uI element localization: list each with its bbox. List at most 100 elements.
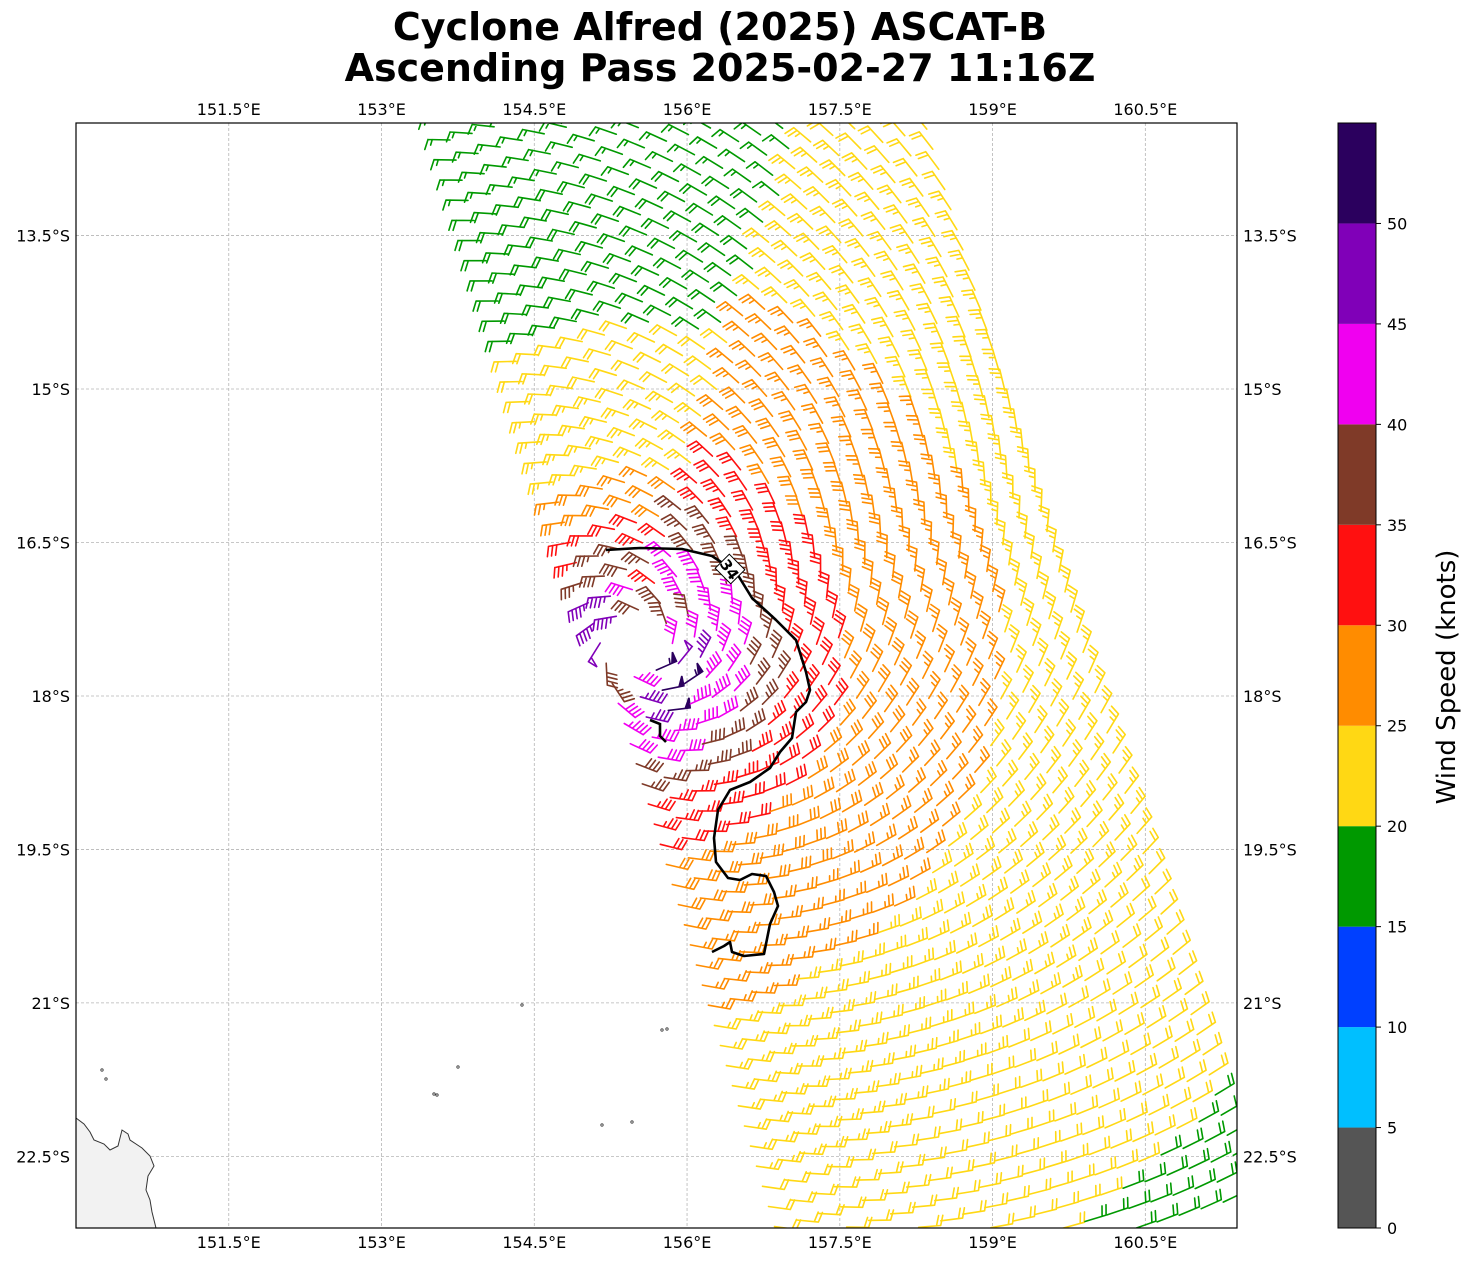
wind-barb <box>554 494 581 506</box>
wind-barb <box>896 243 920 264</box>
wind-barb <box>683 355 712 370</box>
wind-barb <box>645 709 674 723</box>
wind-barb <box>687 289 716 303</box>
wind-barb <box>687 849 716 862</box>
wind-barb <box>799 1143 827 1156</box>
wind-barb <box>596 233 626 245</box>
wind-barb <box>833 1176 861 1188</box>
wind-barb <box>838 499 854 525</box>
wind-barb <box>779 742 801 766</box>
wind-barb <box>942 446 958 472</box>
wind-barb <box>641 778 670 792</box>
wind-barb <box>1018 732 1033 760</box>
wind-barb <box>1032 862 1052 888</box>
wind-barb <box>855 1168 883 1181</box>
wind-barb <box>829 747 849 773</box>
wind-barb <box>689 938 718 950</box>
wind-barb <box>716 301 744 317</box>
wind-barb <box>962 953 984 974</box>
wind-barb <box>670 467 698 484</box>
wind-barb <box>800 403 824 424</box>
wind-barb <box>767 305 794 324</box>
wind-barb <box>929 342 950 365</box>
wind-barb <box>1023 531 1035 559</box>
wind-barb <box>1058 786 1075 814</box>
wind-barb <box>803 1075 831 1087</box>
lon-tick-top: 151.5°E <box>197 100 261 119</box>
wind-barb <box>1010 1116 1033 1135</box>
wind-barb <box>1160 888 1179 915</box>
wind-barb <box>990 718 1005 747</box>
wind-barb <box>950 597 962 626</box>
wind-barb <box>582 348 612 360</box>
wind-barb <box>860 493 876 518</box>
wind-barb <box>735 760 759 779</box>
wind-barb <box>550 161 579 172</box>
wind-barb <box>769 456 792 478</box>
wind-barb <box>775 814 799 833</box>
wind-barb <box>640 217 670 229</box>
wind-barb <box>775 1062 803 1075</box>
wind-barb <box>644 151 674 163</box>
wind-barb <box>633 672 662 687</box>
wind-barb <box>817 570 830 599</box>
lon-tick-top: 154.5°E <box>502 100 566 119</box>
wind-barb <box>791 784 814 806</box>
wind-barb <box>1166 909 1185 935</box>
wind-barb <box>941 229 964 251</box>
wind-barb <box>1000 671 1013 700</box>
wind-barb <box>780 193 808 210</box>
wind-barb <box>1174 1018 1195 1042</box>
island <box>665 1027 669 1031</box>
wind-barb <box>741 1030 770 1042</box>
wind-barb <box>845 1216 873 1228</box>
wind-barb <box>957 550 970 579</box>
wind-barb <box>927 472 942 499</box>
wind-barb <box>754 482 776 505</box>
wind-barb <box>1134 964 1154 989</box>
wind-barb <box>855 603 868 632</box>
wind-barb <box>773 325 800 344</box>
lon-tick-top: 157.5°E <box>808 100 872 119</box>
wind-barb <box>657 748 686 762</box>
wind-barb <box>707 748 732 765</box>
wind-barb <box>957 485 970 512</box>
wind-barb <box>980 766 997 794</box>
wind-barb <box>521 304 549 317</box>
wind-barb <box>639 689 668 704</box>
wind-barb <box>1026 841 1045 868</box>
wind-barb <box>1080 780 1097 808</box>
wind-barb <box>738 509 760 531</box>
wind-barb <box>899 657 913 686</box>
wind-barb <box>823 978 849 994</box>
wind-barb <box>860 211 886 231</box>
wind-barb <box>533 501 559 516</box>
wind-barb <box>847 123 856 130</box>
wind-barb <box>837 1108 864 1121</box>
colorbar-tick-label: 35 <box>1387 516 1407 535</box>
wind-barb <box>976 1083 999 1102</box>
wind-barb <box>905 610 919 639</box>
wind-barb <box>737 1098 766 1110</box>
wind-barb <box>1056 944 1077 968</box>
wind-barb <box>1001 472 1014 499</box>
wind-barb <box>709 281 738 297</box>
wind-barb <box>1004 848 1024 874</box>
wind-barb <box>598 563 628 577</box>
wind-barb <box>1094 909 1114 935</box>
wind-barb <box>884 616 898 646</box>
wind-barb <box>769 793 793 813</box>
colorbar-segment <box>1338 123 1376 224</box>
wind-barb <box>881 1092 908 1108</box>
wind-barb <box>813 776 835 799</box>
wind-barb <box>1002 1007 1024 1028</box>
wind-barb <box>1112 725 1126 754</box>
wind-barb <box>831 198 858 217</box>
wind-barb <box>827 909 852 927</box>
map-area: 34 <box>75 122 1238 1229</box>
wind-barb <box>855 343 878 364</box>
wind-barb <box>1198 1100 1220 1123</box>
wind-barb <box>1018 979 1040 1001</box>
wind-barb <box>809 205 836 224</box>
wind-barb <box>553 561 577 579</box>
